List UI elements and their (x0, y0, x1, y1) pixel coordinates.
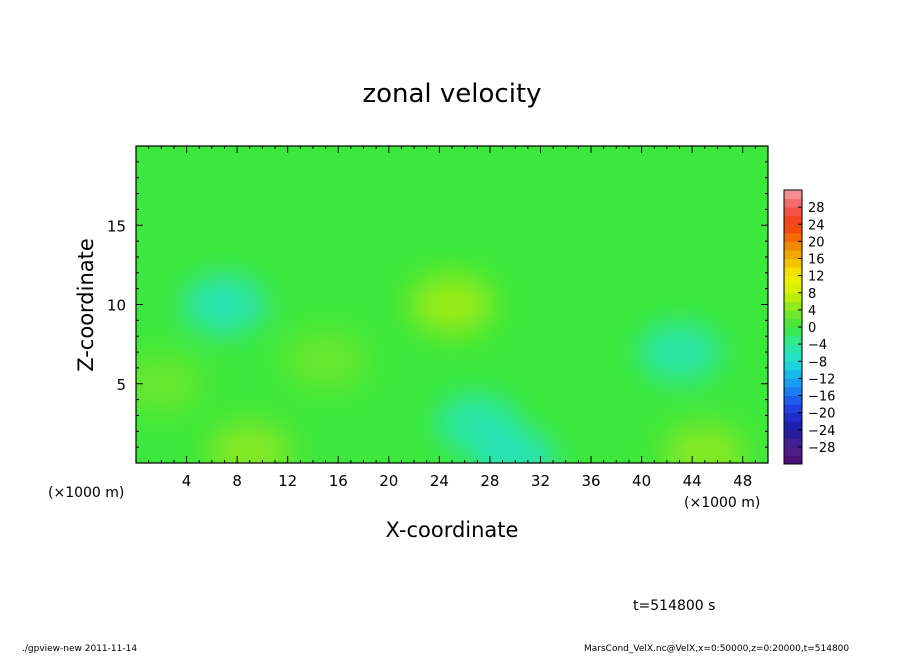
x-tick-label: 40 (632, 472, 651, 490)
colorbar-segment (784, 455, 802, 465)
colorbar-segment (784, 446, 802, 456)
heatmap-feature (182, 274, 267, 335)
colorbar-segment (784, 207, 802, 217)
colorbar-segment (784, 386, 802, 396)
colorbar-segment (784, 241, 802, 251)
heatmap-feature (410, 274, 494, 335)
colorbar-segment (784, 284, 802, 294)
colorbar-segment (784, 395, 802, 405)
x-tick-label: 16 (329, 472, 348, 490)
colorbar-segment (784, 335, 802, 345)
x-tick-label: 8 (232, 472, 242, 490)
colorbar-segment (784, 378, 802, 388)
colorbar-label: −20 (808, 407, 835, 422)
colorbar-segment (784, 438, 802, 448)
colorbar-label: 4 (808, 304, 816, 319)
heatmap-feature (473, 428, 558, 463)
y-axis: 5 10 15 (107, 161, 768, 448)
colorbar-label: 0 (808, 321, 816, 336)
colorbar-segment (784, 232, 802, 242)
x-tick-label: 28 (480, 472, 499, 490)
colorbar-segment (784, 275, 802, 285)
y-tick-label: 15 (107, 217, 126, 235)
colorbar-segment (784, 429, 802, 439)
chart-title: zonal velocity (362, 79, 541, 109)
colorbar-label: −12 (808, 372, 835, 387)
heatmap-feature (207, 421, 292, 463)
x-unit-label: (×1000 m) (48, 485, 124, 501)
heatmap-feature (637, 322, 722, 383)
colorbar-label: −4 (808, 338, 827, 353)
heatmap-feature (662, 423, 747, 463)
colorbar-segment (784, 404, 802, 414)
colorbar-segment (784, 412, 802, 422)
x-tick-label: 44 (683, 472, 702, 490)
colorbar-segment (784, 258, 802, 268)
colorbar-segment (784, 301, 802, 311)
colorbar-segment (784, 190, 802, 200)
colorbar-label: 16 (808, 253, 825, 268)
colorbar-segment (784, 309, 802, 319)
colorbar-segment (784, 361, 802, 371)
colorbar-segment (784, 224, 802, 234)
colorbar: 28 24 20 16 12 8 4 0 −4 −8 −12 −16 −20 −24 −28 (783, 189, 835, 465)
colorbar-label: −8 (808, 355, 827, 370)
time-label: t=514800 s (633, 598, 715, 614)
colorbar-segment (784, 198, 802, 208)
colorbar-label: 8 (808, 287, 816, 302)
colorbar-label: 12 (808, 270, 825, 285)
x-tick-label: 32 (531, 472, 550, 490)
colorbar-segment (784, 369, 802, 379)
colorbar-segment (784, 352, 802, 362)
x-tick-label: 4 (182, 472, 192, 490)
colorbar-label: 20 (808, 235, 825, 250)
x-tick-label: 24 (430, 472, 449, 490)
colorbar-label: −16 (808, 390, 835, 405)
x-axis: 4 8 12 16 20 24 28 32 36 40 44 48 (148, 146, 756, 490)
heatmap-feature (283, 329, 368, 390)
x-tick-label: 12 (278, 472, 297, 490)
colorbar-segment (784, 267, 802, 277)
colorbar-segment (784, 215, 802, 225)
colorbar-segment (784, 249, 802, 259)
colorbar-segment (784, 344, 802, 354)
colorbar-label: 24 (808, 218, 825, 233)
y-tick-label: 10 (107, 297, 126, 315)
colorbar-segment (784, 327, 802, 337)
footer-left: ./gpview-new 2011-11-14 (22, 644, 137, 654)
y-axis-label: Z-coordinate (74, 238, 98, 372)
heatmap-blobs (136, 274, 747, 463)
x-tick-label: 48 (733, 472, 752, 490)
colorbar-label: −28 (808, 441, 835, 456)
colorbar-segment (784, 292, 802, 302)
x-tick-label: 20 (379, 472, 398, 490)
heatmap-field (136, 146, 768, 463)
y-tick-label: 5 (116, 376, 126, 394)
colorbar-segment (784, 318, 802, 328)
heatmap-feature (136, 353, 204, 414)
colorbar-label: 28 (808, 201, 825, 216)
x-tick-label: 36 (581, 472, 600, 490)
colorbar-label: −24 (808, 424, 835, 439)
x-axis-label: X-coordinate (386, 518, 519, 542)
x-unit-label-right: (×1000 m) (684, 495, 760, 511)
colorbar-segment (784, 421, 802, 431)
footer-right: MarsCond_VelX.nc@VelX,x=0:50000,z=0:2000… (584, 644, 849, 654)
